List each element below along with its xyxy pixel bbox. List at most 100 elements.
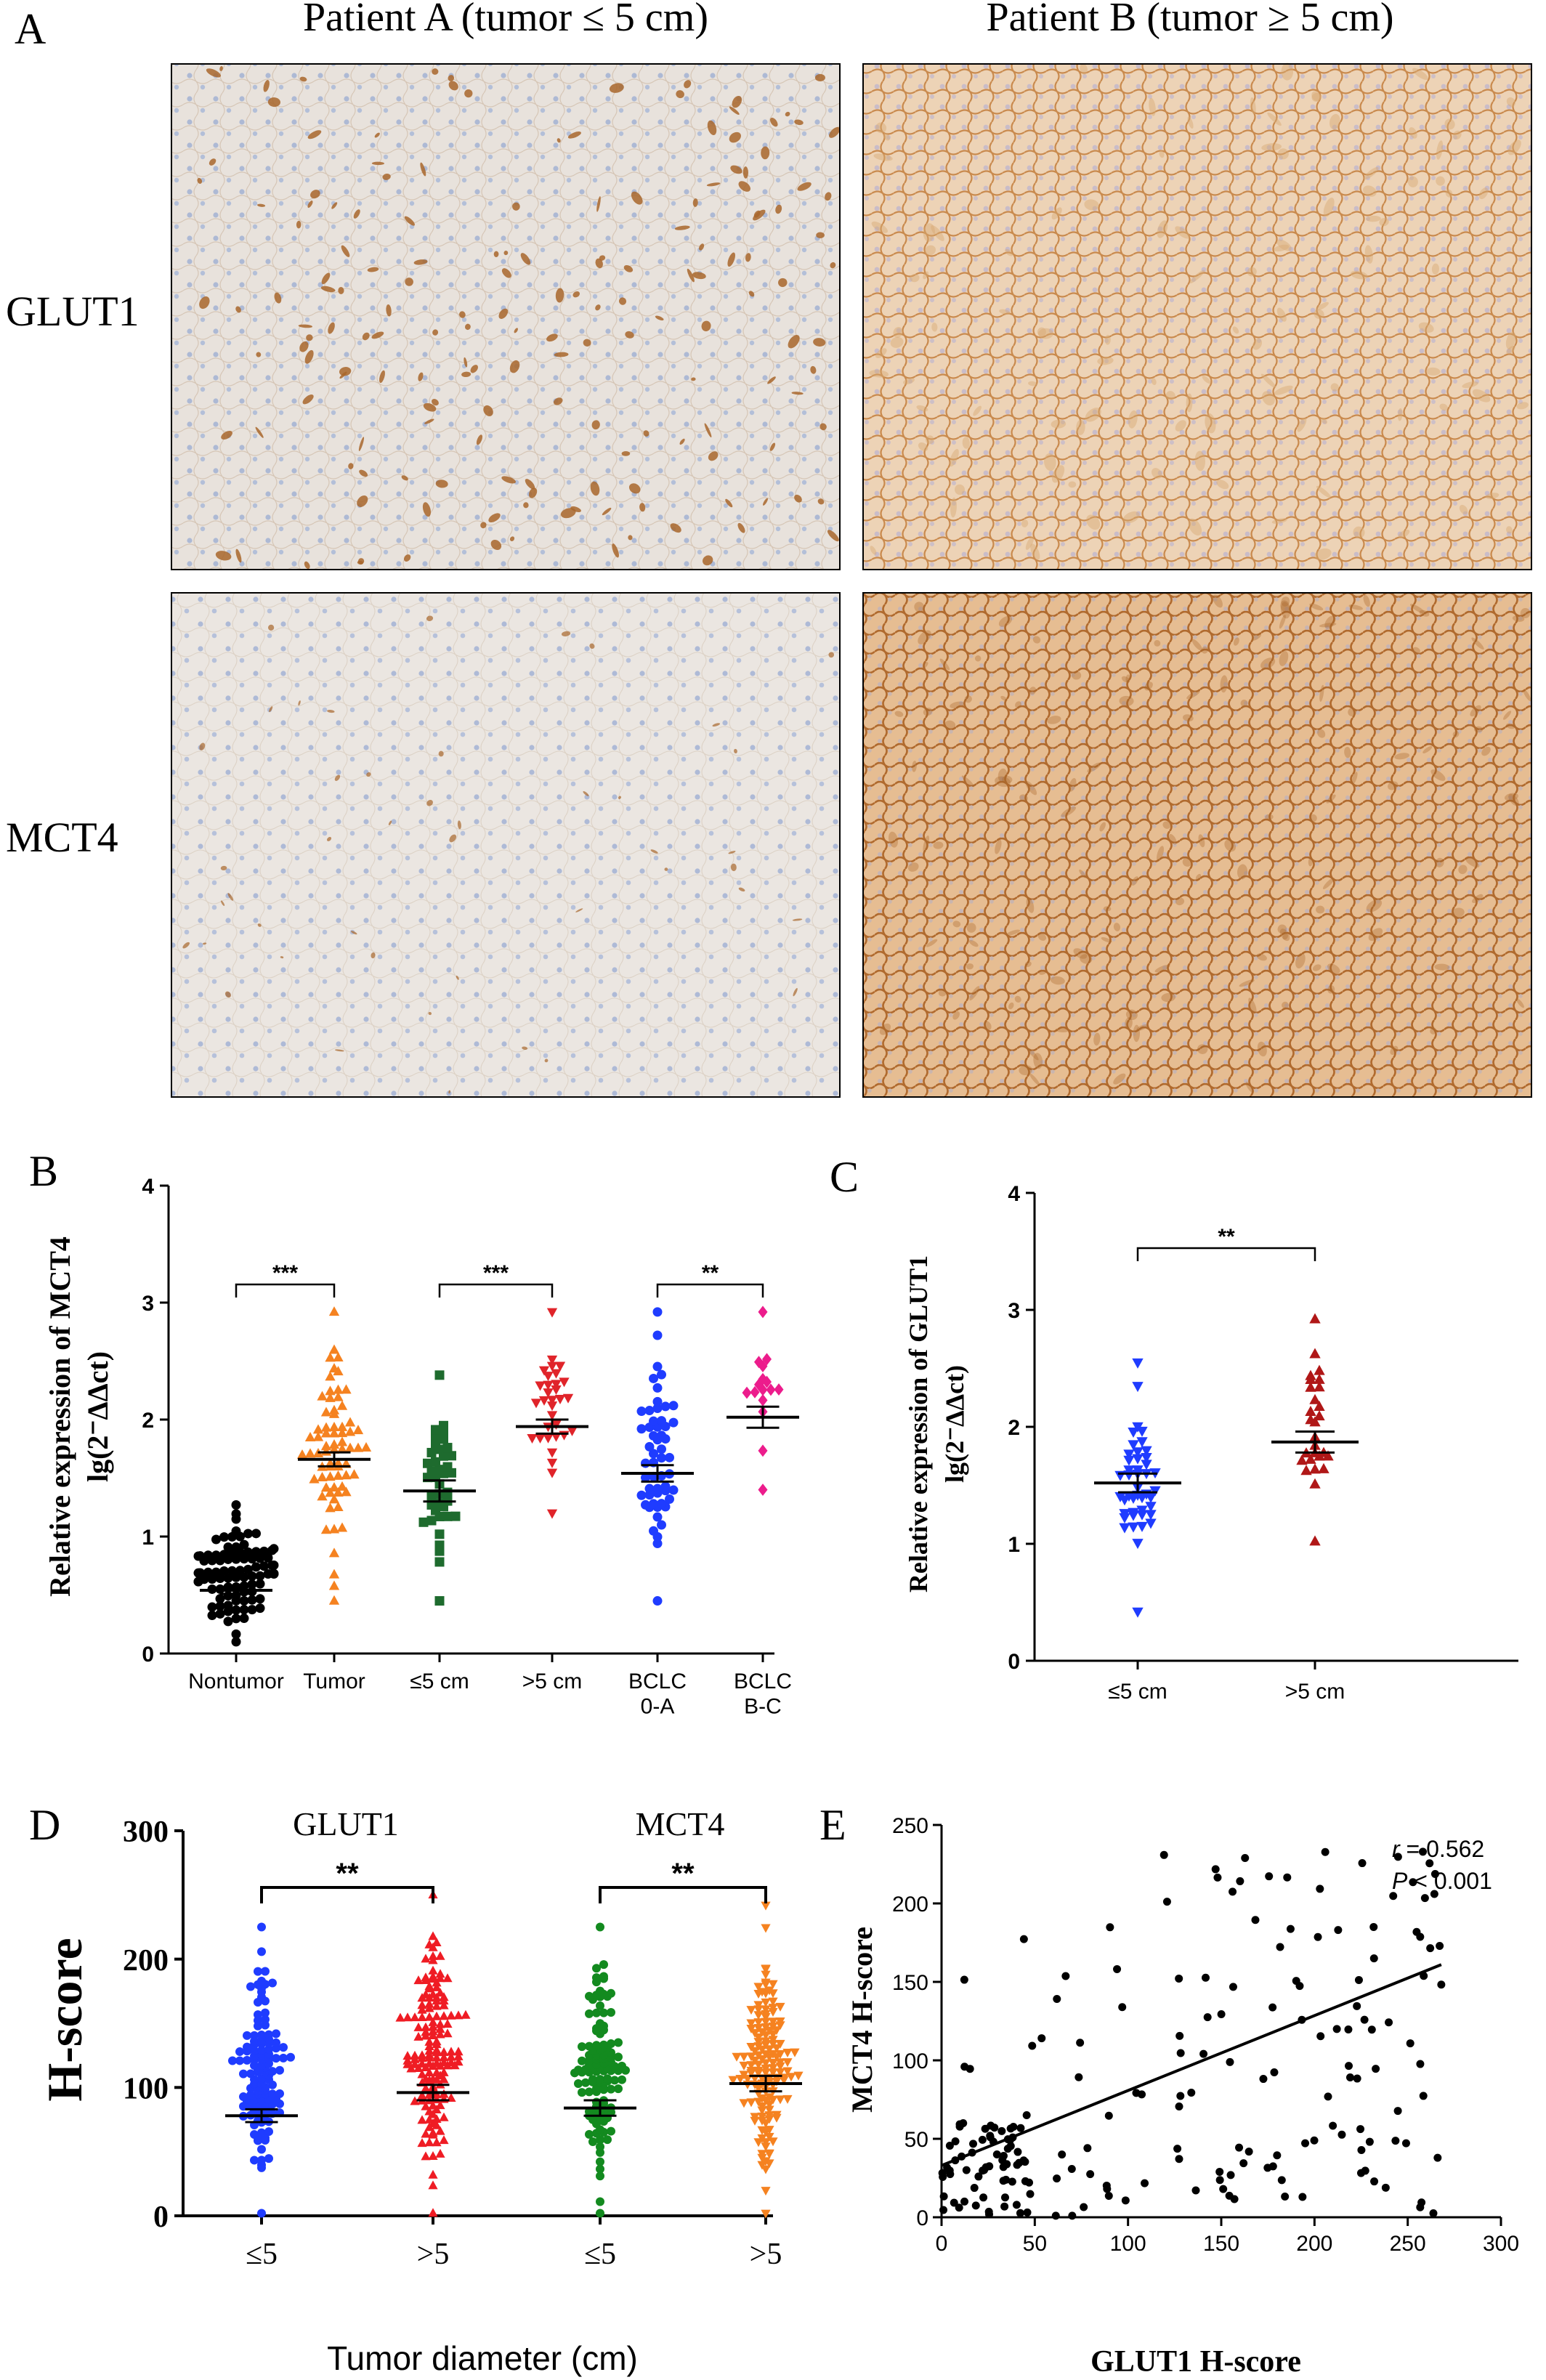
stain-spot	[359, 469, 368, 477]
data-point	[1296, 1454, 1308, 1465]
data-point	[426, 1499, 437, 1510]
stain-spot	[235, 306, 241, 313]
data-point	[1119, 1523, 1130, 1534]
stain-spot	[1085, 408, 1101, 422]
data-point	[1370, 2177, 1379, 2186]
data-point	[588, 2075, 597, 2084]
data-point	[739, 2052, 749, 2062]
data-point	[402, 2012, 413, 2022]
data-point	[349, 1469, 360, 1479]
data-point	[768, 2017, 778, 2027]
data-point	[246, 1982, 255, 1991]
stain-spot	[1515, 997, 1524, 1008]
r-value: = 0.562	[1400, 1836, 1485, 1862]
panel-d-xlabel: Tumor diameter (cm)	[327, 2339, 638, 2377]
stain-spot	[623, 264, 634, 272]
stain-spot	[1175, 420, 1186, 432]
stain-spot	[1188, 518, 1202, 536]
data-point	[1076, 2039, 1085, 2047]
stain-spot	[220, 865, 227, 870]
stain-spot	[974, 655, 982, 662]
y-tick-label: 1	[1008, 1533, 1020, 1557]
stain-spot	[1309, 603, 1324, 611]
stain-spot	[215, 551, 232, 561]
data-point	[442, 1973, 453, 1983]
data-point	[652, 1539, 663, 1549]
data-point	[207, 1611, 217, 1621]
data-point	[652, 1404, 663, 1414]
data-point	[1314, 1410, 1325, 1421]
data-point	[657, 1369, 666, 1380]
data-point	[585, 2041, 594, 2051]
data-point	[649, 1449, 658, 1459]
data-point	[247, 1605, 257, 1615]
stain-spot	[827, 530, 839, 542]
data-point	[215, 1594, 225, 1604]
data-point	[1067, 2165, 1076, 2174]
data-point	[1316, 1885, 1324, 1893]
data-point	[320, 1524, 332, 1534]
data-point	[439, 2011, 449, 2020]
data-point	[439, 2057, 449, 2067]
data-point	[417, 2138, 427, 2148]
data-point	[1372, 2065, 1380, 2073]
stain-spot	[983, 1021, 992, 1030]
data-point	[1270, 2068, 1279, 2076]
data-point	[618, 2075, 626, 2084]
data-point	[417, 2004, 427, 2014]
stain-spot	[753, 209, 766, 221]
stain-spot	[791, 392, 804, 395]
data-point	[439, 2052, 449, 2062]
stain-spot	[679, 438, 685, 445]
data-point	[231, 1509, 241, 1519]
data-point	[336, 1421, 348, 1431]
data-point	[341, 1486, 352, 1497]
data-point	[223, 1573, 233, 1583]
stain-spot	[1472, 894, 1484, 904]
data-point	[255, 1579, 265, 1589]
stain-spot	[1344, 746, 1351, 758]
stain-spot	[448, 81, 458, 91]
stain-spot	[235, 549, 242, 563]
stain-spot	[1368, 928, 1383, 942]
data-point	[551, 1420, 562, 1430]
data-point	[1128, 1427, 1139, 1438]
data-point	[607, 2126, 615, 2136]
stain-spot	[1316, 301, 1329, 311]
stain-spot	[560, 508, 576, 519]
data-point	[979, 2193, 988, 2202]
data-point	[239, 1539, 249, 1550]
data-point	[447, 1451, 456, 1461]
group-title-glut1: GLUT1	[293, 1805, 399, 1842]
data-point	[1324, 2092, 1332, 2101]
data-point	[421, 2022, 431, 2031]
data-point	[761, 2037, 771, 2047]
data-point	[344, 1417, 356, 1427]
data-point	[1123, 1449, 1135, 1460]
stain-spot	[1451, 907, 1465, 918]
data-point	[535, 1433, 546, 1444]
p-value: < 0.001	[1407, 1868, 1492, 1894]
data-point	[450, 1511, 461, 1521]
row-label-glut1: GLUT1	[6, 288, 139, 335]
stain-spot	[1079, 869, 1087, 878]
stain-spot	[520, 253, 531, 265]
stain-spot	[1397, 408, 1403, 421]
stain-spot	[1351, 772, 1358, 785]
data-point	[320, 1482, 332, 1492]
data-point	[1015, 2158, 1024, 2167]
stain-spot	[1363, 185, 1377, 197]
data-point	[431, 1457, 440, 1467]
data-point	[1132, 1607, 1144, 1618]
data-point	[1332, 2025, 1341, 2033]
data-point	[1068, 2211, 1077, 2220]
data-point	[1132, 1358, 1144, 1369]
data-point	[435, 1969, 445, 1978]
y-tick-label: 3	[1008, 1299, 1020, 1323]
stain-spot	[1317, 729, 1326, 738]
stain-spot	[357, 558, 365, 564]
data-point	[1406, 2039, 1415, 2048]
data-point	[962, 2166, 971, 2174]
stain-spot	[1366, 215, 1381, 222]
